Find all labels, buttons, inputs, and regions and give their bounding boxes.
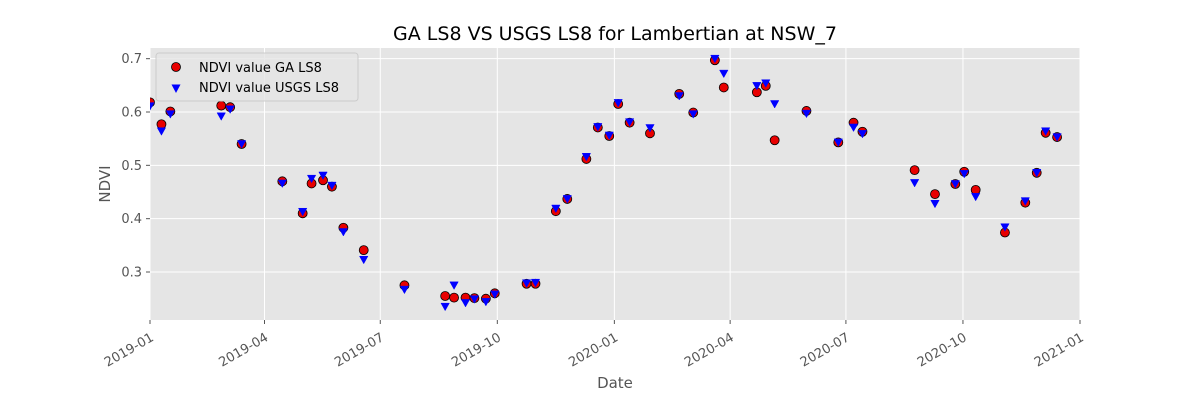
data-point-usgs-ls8 <box>959 170 969 179</box>
data-point-usgs-ls8 <box>752 82 762 91</box>
data-point-usgs-ls8 <box>165 110 175 119</box>
data-point-usgs-ls8 <box>277 179 287 188</box>
data-point-usgs-ls8 <box>1041 127 1051 136</box>
data-point-usgs-ls8 <box>562 195 572 204</box>
data-point-usgs-ls8 <box>399 285 410 295</box>
data-point-usgs-ls8 <box>306 174 317 184</box>
data-point-usgs-ls8 <box>440 302 450 312</box>
data-point-usgs-ls8 <box>770 100 780 109</box>
data-point-usgs-ls8 <box>327 181 337 191</box>
data-point-ga-ls8 <box>930 189 940 200</box>
data-point-usgs-ls8 <box>236 140 247 149</box>
y-tick-label: 0.7 <box>121 52 142 67</box>
data-point-usgs-ls8 <box>1020 197 1030 206</box>
data-point-usgs-ls8 <box>449 281 459 290</box>
y-tick-label: 0.4 <box>121 212 142 227</box>
data-point-usgs-ls8 <box>857 130 868 139</box>
data-point-usgs-ls8 <box>604 131 614 140</box>
data-point-usgs-ls8 <box>971 193 981 202</box>
y-tick-label: 0.5 <box>121 159 142 174</box>
data-point-ga-ls8 <box>909 165 920 176</box>
data-point-usgs-ls8 <box>593 123 603 132</box>
data-point-usgs-ls8 <box>1000 223 1010 232</box>
legend-marker-ga-ls8 <box>171 62 181 72</box>
data-point-usgs-ls8 <box>150 102 155 111</box>
data-point-usgs-ls8 <box>613 99 623 108</box>
data-point-usgs-ls8 <box>481 298 491 307</box>
data-point-usgs-ls8 <box>761 79 771 88</box>
y-tick-label: 0.3 <box>121 266 142 281</box>
data-point-usgs-ls8 <box>719 69 729 79</box>
data-point-ga-ls8 <box>358 245 369 256</box>
data-point-ga-ls8 <box>216 100 227 111</box>
data-point-usgs-ls8 <box>216 112 226 121</box>
data-point-usgs-ls8 <box>156 127 167 136</box>
data-point-usgs-ls8 <box>359 255 369 265</box>
data-point-usgs-ls8 <box>710 54 720 64</box>
data-point-usgs-ls8 <box>530 278 541 288</box>
data-point-ga-ls8 <box>449 292 459 303</box>
data-point-usgs-ls8 <box>581 153 591 162</box>
data-point-usgs-ls8 <box>1052 133 1062 142</box>
data-point-usgs-ls8 <box>930 199 940 209</box>
data-point-usgs-ls8 <box>490 290 500 299</box>
chart-title: GA LS8 VS USGS LS8 for Lambertian at NSW… <box>393 23 837 45</box>
data-point-usgs-ls8 <box>674 92 684 101</box>
data-point-usgs-ls8 <box>645 124 655 133</box>
data-point-usgs-ls8 <box>688 110 698 119</box>
legend: NDVI value GA LS8 NDVI value USGS LS8 <box>155 52 359 102</box>
data-point-usgs-ls8 <box>521 279 532 288</box>
y-tick-label: 0.6 <box>121 106 142 121</box>
data-point-usgs-ls8 <box>298 207 308 217</box>
data-point-usgs-ls8 <box>833 138 843 147</box>
data-point-ga-ls8 <box>769 135 780 146</box>
data-point-usgs-ls8 <box>801 109 812 119</box>
data-point-ga-ls8 <box>156 119 167 130</box>
data-point-usgs-ls8 <box>950 180 960 189</box>
data-point-usgs-ls8 <box>469 295 480 304</box>
y-axis-label: NDVI <box>96 165 114 202</box>
data-point-usgs-ls8 <box>551 204 561 214</box>
data-point-usgs-ls8 <box>338 228 349 237</box>
data-point-ga-ls8 <box>970 184 981 195</box>
legend-marker-usgs-ls8 <box>171 84 181 93</box>
legend-box <box>155 52 359 102</box>
data-point-usgs-ls8 <box>909 179 920 188</box>
data-point-usgs-ls8 <box>848 123 859 132</box>
data-point-ga-ls8 <box>440 291 451 301</box>
legend-label-ga-ls8: NDVI value GA LS8 <box>199 61 322 76</box>
data-point-usgs-ls8 <box>318 171 328 180</box>
data-point-usgs-ls8 <box>1032 169 1042 178</box>
data-point-ga-ls8 <box>718 82 729 93</box>
x-axis-label: Date <box>597 374 633 392</box>
data-points <box>150 54 1062 312</box>
data-point-usgs-ls8 <box>460 299 471 308</box>
grid-lines <box>149 48 1081 320</box>
data-point-usgs-ls8 <box>225 105 235 114</box>
data-point-usgs-ls8 <box>625 118 635 127</box>
legend-label-usgs-ls8: NDVI value USGS LS8 <box>199 81 339 96</box>
